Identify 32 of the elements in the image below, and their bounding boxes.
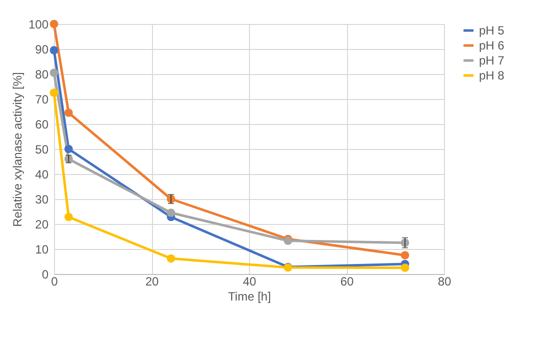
x-tick-label: 80 (438, 274, 452, 288)
y-axis-title: Relative xylanase activity [%] (10, 72, 24, 227)
point (400, 264, 410, 272)
legend-label: pH 5 (479, 24, 505, 38)
legend-label: pH 7 (479, 54, 505, 68)
point (50, 68, 58, 77)
x-axis-title: Time [h] (228, 290, 271, 304)
legend-label: pH 8 (479, 68, 505, 82)
point (64, 144, 73, 154)
x-tick-label: 20 (145, 274, 159, 288)
y-tick-label: 30 (35, 192, 49, 206)
point (400, 251, 410, 260)
point (166, 208, 176, 217)
point (50, 88, 58, 97)
y-tick-label: 40 (35, 168, 49, 182)
y-tick-label: 80 (35, 68, 49, 82)
point (166, 254, 176, 263)
x-tick-label: 0 (51, 274, 58, 288)
legend-label: pH 6 (479, 38, 505, 52)
y-tick-label: 70 (35, 92, 49, 106)
y-tick-label: 50 (35, 142, 49, 156)
point (50, 20, 58, 28)
y-tick-label: 10 (35, 242, 49, 256)
y-tick-label: 60 (35, 118, 49, 132)
point (64, 212, 73, 222)
x-tick-label: 40 (242, 274, 256, 288)
point (64, 108, 73, 117)
x-tick-label: 60 (340, 274, 354, 288)
y-tick-label: 20 (35, 218, 49, 232)
point (50, 46, 58, 54)
y-tick-label: 100 (28, 18, 49, 32)
y-tick-label: 90 (35, 42, 49, 56)
